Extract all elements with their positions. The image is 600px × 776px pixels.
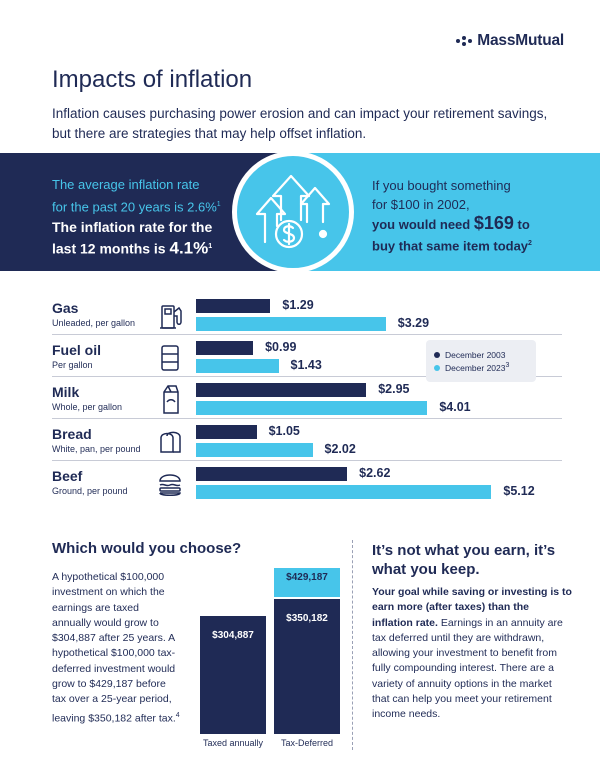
legend-item-2023: December 20233 (434, 361, 528, 374)
bar-2023 (196, 443, 313, 457)
burger-icon (156, 466, 184, 500)
recent-inflation-rate: 4.1% (169, 238, 209, 258)
oil-barrel-icon (156, 340, 184, 374)
gas-pump-icon (156, 298, 184, 332)
choose-title: Which would you choose? (52, 540, 242, 557)
intro-text: Inflation causes purchasing power erosio… (52, 106, 548, 141)
bar-value-label: $429,187 (286, 572, 328, 584)
brand-name: MassMutual (477, 32, 564, 49)
price-row-beef: Beef Ground, per pound $2.62 $5.12 (52, 464, 562, 504)
row-divider (52, 418, 562, 419)
purchasing-line3: you would need $169 to (372, 214, 582, 234)
bar-2023 (196, 401, 428, 415)
row-divider (52, 376, 562, 377)
footnote-ref-1b: 1 (208, 243, 213, 251)
avg-inflation-line2: for the past 20 years is 2.6%1 (52, 195, 242, 217)
bar-value-label: $1.05 (268, 424, 300, 438)
inflation-arrows-icon (232, 151, 354, 273)
footnote-ref-1: 1 (216, 201, 221, 208)
keep-body: Your goal while saving or investing is t… (372, 585, 572, 723)
recent-inflation-line2: last 12 months is 4.1%1 (52, 237, 242, 259)
price-row-bread: Bread White, pan, per pound $1.05 $2.02 (52, 422, 562, 462)
purchasing-line4: buy that same item today2 (372, 234, 582, 255)
purchasing-amount: $169 (473, 213, 514, 233)
footnote-ref-2: 2 (528, 240, 532, 247)
price-row-fuel-oil: Fuel oil Per gallon $0.99 $1.43 (52, 338, 562, 378)
bar-2003 (196, 467, 348, 481)
page-title: Impacts of inflation (52, 66, 253, 93)
milk-carton-icon (156, 382, 184, 416)
tax-comparison-chart: $304,887 Taxed annually $350,182 $429,187 Ta… (190, 560, 340, 760)
price-row-milk: Milk Whole, per gallon $2.95 $4.01 (52, 380, 562, 420)
avg-inflation-text: The average inflation rate for the past … (52, 175, 242, 259)
choose-body: A hypothetical $100,000 investment on wh… (52, 570, 180, 726)
bar-value-label: $0.99 (265, 340, 297, 354)
bar-value-label: $2.95 (378, 382, 410, 396)
legend-label-2023-wrap: December 20233 (445, 362, 509, 373)
footnote-ref-3: 3 (505, 362, 510, 370)
bar-2003 (196, 341, 254, 355)
legend-dot-2023 (434, 364, 440, 371)
purchasing-power-text: If you bought something for $100 in 2002… (372, 176, 582, 255)
recent-inflation-line2-text: last 12 months is (52, 240, 170, 257)
massmutual-logo: MassMutual (456, 32, 564, 50)
purchasing-line2: for $100 in 2002, (372, 197, 470, 212)
bar-after-tax (274, 598, 340, 734)
bar-value-label: $2.62 (359, 466, 391, 480)
bar-value-label: $350,182 (286, 612, 328, 624)
bar-value-label: $1.29 (282, 298, 314, 312)
legend-dot-2003 (434, 351, 440, 358)
category-sublabel: Ground, per pound (52, 486, 128, 496)
bar-value-label: $3.29 (397, 316, 430, 330)
inflation-band: The average inflation rate for the past … (0, 151, 600, 273)
recent-inflation-line1: The inflation rate for the (52, 219, 213, 236)
bar-value-label: $5.12 (503, 484, 535, 498)
bar-2003 (196, 383, 367, 397)
avg-inflation-line1: The average inflation rate (52, 177, 200, 192)
category-label: Beef (52, 468, 83, 484)
keep-body-text: Earnings in an annuity are tax deferred … (372, 616, 563, 721)
bar-2023 (196, 485, 492, 499)
bar-2023 (196, 317, 386, 331)
footnote-ref-4: 4 (175, 711, 180, 719)
category-label: Taxed annually (202, 738, 264, 748)
purchasing-line3-text: you would need (372, 217, 474, 232)
legend-item-2003: December 2003 (434, 348, 528, 361)
logo-dots-icon (456, 36, 473, 46)
bar-value-label: $4.01 (439, 400, 471, 414)
category-sublabel: Per gallon (52, 360, 93, 370)
avg-inflation-line2-text: for the past 20 years is 2.6% (52, 199, 217, 215)
bar-2003 (196, 425, 257, 439)
bar-value-label: $2.02 (324, 442, 356, 456)
bar-after-tax (200, 616, 266, 734)
bar-value-label: $1.43 (290, 358, 322, 372)
category-sublabel: White, pan, per pound (52, 444, 141, 454)
row-divider (52, 334, 562, 335)
row-divider (52, 460, 562, 461)
bar-2023 (196, 359, 279, 373)
bar-tax-portion (274, 568, 340, 597)
category-label: Fuel oil (52, 342, 101, 358)
purchasing-line1: If you bought something (372, 178, 511, 193)
category-sublabel: Whole, per gallon (52, 402, 123, 412)
keep-title: It’s not what you earn, it’s what you ke… (372, 542, 556, 578)
legend-label-2003: December 2003 (445, 349, 506, 360)
category-sublabel: Unleaded, per gallon (52, 318, 136, 328)
category-label: Milk (52, 384, 80, 400)
purchasing-line4-text: buy that same item today (372, 238, 529, 254)
legend-label-2023: December 2023 (445, 362, 506, 373)
purchasing-line3-tail: to (513, 217, 530, 232)
category-label: Bread (52, 426, 92, 442)
price-row-gas: Gas Unleaded, per gallon $1.29 $3.29 (52, 296, 562, 336)
keep-body-bold: Your goal while saving or investing is t… (372, 586, 572, 629)
chart-legend: December 2003 December 20233 (426, 340, 536, 382)
bar-2003 (196, 299, 271, 313)
bread-loaf-icon (156, 424, 184, 458)
category-label: Gas (52, 300, 79, 316)
section-divider (352, 540, 353, 750)
bar-value-label: $304,887 (212, 630, 254, 642)
choose-body-text: A hypothetical $100,000 investment on wh… (52, 571, 176, 725)
category-label: Tax-Deferred (280, 738, 334, 748)
